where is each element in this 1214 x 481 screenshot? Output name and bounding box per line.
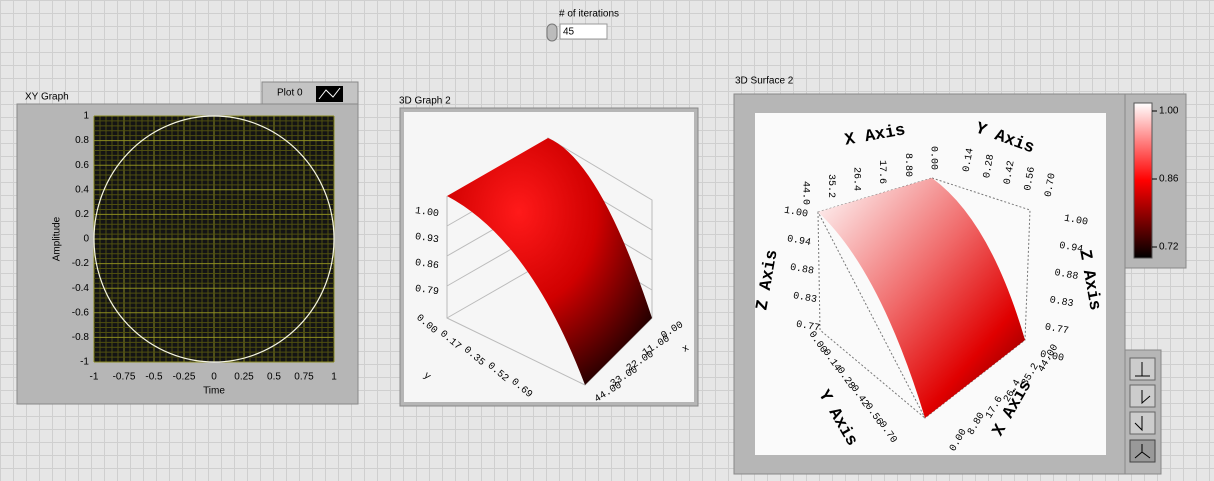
x-tick-label: 0.25 — [234, 372, 254, 383]
graph-label: 3D Surface 2 — [735, 76, 794, 87]
z-tick-label: 0.88 — [789, 263, 815, 278]
axis-label: y — [421, 371, 433, 383]
spinner[interactable] — [546, 23, 558, 42]
y-tick-label: 0.42 — [1003, 160, 1018, 186]
y-tick-label: 0.4 — [75, 184, 89, 195]
z-tick-label: 0.00 — [1039, 350, 1065, 365]
colorbar-label: 0.72 — [1159, 242, 1179, 253]
z-tick-label: 0.83 — [792, 291, 818, 306]
y-tick-label: -0.2 — [72, 258, 90, 269]
graph-label: XY Graph — [25, 92, 69, 103]
z-tick-label: 1.00 — [414, 206, 439, 220]
y-axis-label: Amplitude — [52, 216, 63, 261]
graph-label: 3D Graph 2 — [399, 96, 451, 107]
z-tick-label: 0.77 — [795, 320, 821, 335]
y-tick-label: -0.8 — [72, 332, 90, 343]
x-tick-label: 35.2 — [825, 174, 836, 198]
y-tick-label: 0.2 — [75, 209, 89, 220]
y-tick-label: 0 — [83, 234, 89, 245]
x-tick-label: 1 — [331, 372, 337, 383]
x-tick-label: 0.00 — [927, 146, 938, 170]
control-label: # of iterations — [559, 9, 619, 20]
surface — [818, 178, 1025, 418]
legend-label: Plot 0 — [277, 88, 303, 99]
x-tick-label: -0.75 — [113, 372, 136, 383]
z-tick-label: 1.00 — [1063, 214, 1089, 229]
axis-label: x — [681, 343, 692, 356]
y-tick-label: 0.6 — [75, 160, 89, 171]
y-tick-label: 0.14 — [962, 147, 977, 173]
z-tick-label: 0.93 — [414, 232, 439, 246]
button-icon — [1134, 362, 1151, 459]
numeric-box[interactable] — [559, 23, 608, 40]
x-tick-label: 0.75 — [294, 372, 314, 383]
x-tick-label: 26.4 — [851, 167, 862, 191]
x-tick-label: 17.6 — [876, 160, 887, 184]
y-tick-label: 1 — [83, 111, 89, 122]
y-tick-label: 0.56 — [1023, 166, 1038, 192]
numeric-value[interactable]: 45 — [563, 27, 575, 38]
surface — [447, 138, 652, 385]
y-tick-label: -1 — [80, 357, 89, 368]
y-tick-label: 0.70 — [1044, 172, 1059, 198]
x-tick-label: 44.0 — [799, 181, 810, 205]
legend-line — [318, 87, 341, 100]
y-tick-label: 0.28 — [982, 154, 997, 180]
x-tick-label: -0.25 — [173, 372, 196, 383]
colorbar — [1133, 102, 1153, 259]
z-tick-label: 0.79 — [414, 284, 439, 298]
y-tick-label: 0.8 — [75, 135, 89, 146]
x-tick-label: 0.5 — [267, 372, 281, 383]
x-tick-label: -0.5 — [145, 372, 163, 383]
colorbar-label: 1.00 — [1159, 106, 1179, 117]
x-tick-label: 0 — [211, 372, 217, 383]
z-tick-label: 0.94 — [786, 234, 812, 249]
x-tick-label: -1 — [90, 372, 99, 383]
y-tick-label: -0.4 — [72, 283, 90, 294]
toolbar — [1124, 349, 1162, 475]
z-tick-label: 0.83 — [1049, 295, 1075, 310]
z-tick-label: 0.94 — [1058, 241, 1084, 256]
y-tick-label: -0.6 — [72, 307, 90, 318]
z-tick-label: 0.77 — [1044, 322, 1070, 337]
x-tick-label: 8.80 — [902, 153, 913, 177]
z-tick-label: 0.88 — [1053, 268, 1079, 283]
z-tick-label: 1.00 — [783, 206, 809, 221]
x-axis-label: Time — [203, 386, 225, 397]
plot-curve — [93, 115, 335, 363]
colorbar-label: 0.86 — [1159, 174, 1179, 185]
z-tick-label: 0.86 — [414, 258, 439, 272]
